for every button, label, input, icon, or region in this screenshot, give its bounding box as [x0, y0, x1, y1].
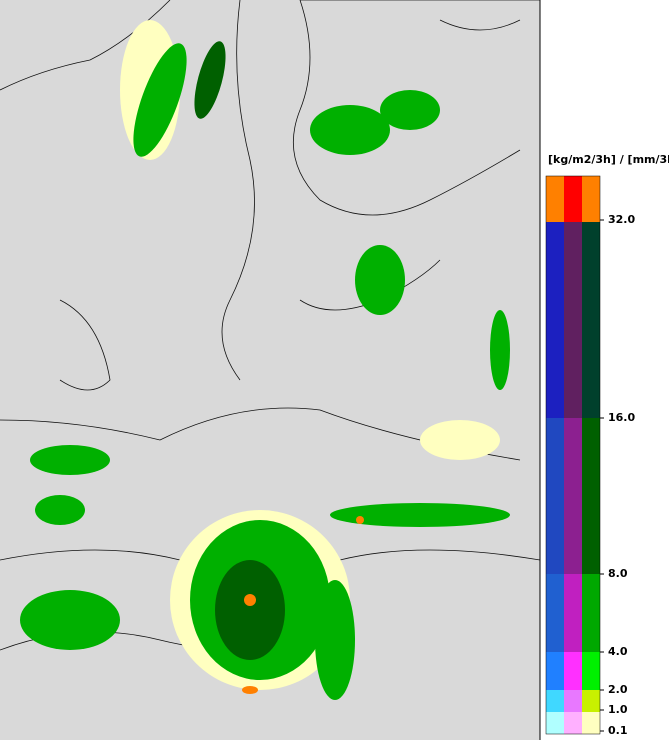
legend-tick-label: 0.1	[608, 724, 628, 737]
legend: [kg/m2/3h] / [mm/3h] 0.1 1.0 2.0 4.0 8.0 16.0…	[545, 153, 669, 737]
legend-tick-label: 8.0	[608, 567, 628, 580]
legend-swatch	[546, 652, 564, 690]
legend-tick-label: 2.0	[608, 683, 628, 696]
legend-swatch	[582, 574, 600, 652]
precipitation	[20, 20, 510, 700]
legend-frame	[545, 175, 601, 735]
legend-swatch	[582, 418, 600, 574]
legend-swatch	[564, 690, 582, 712]
legend-swatch	[564, 222, 582, 418]
legend-swatch	[582, 222, 600, 418]
legend-tick-label: 16.0	[608, 411, 635, 424]
legend-swatch	[582, 690, 600, 712]
legend-tick-label: 4.0	[608, 645, 628, 658]
legend-swatch	[546, 222, 564, 418]
legend-swatch	[546, 176, 564, 222]
legend-swatch	[546, 574, 564, 652]
legend-swatch	[564, 652, 582, 690]
legend-swatch	[582, 712, 600, 734]
map	[0, 0, 541, 740]
legend-swatch	[546, 712, 564, 734]
legend-swatch	[564, 712, 582, 734]
legend-swatch	[546, 418, 564, 574]
legend-tick-label: 32.0	[608, 213, 635, 226]
legend-swatch	[546, 690, 564, 712]
legend-swatch	[564, 418, 582, 574]
legend-swatch	[564, 574, 582, 652]
legend-swatch	[582, 652, 600, 690]
legend-swatch	[582, 176, 600, 222]
legend-title: [kg/m2/3h] / [mm/3h]	[548, 153, 669, 166]
legend-swatch	[564, 176, 582, 222]
legend-tick-label: 1.0	[608, 703, 628, 716]
